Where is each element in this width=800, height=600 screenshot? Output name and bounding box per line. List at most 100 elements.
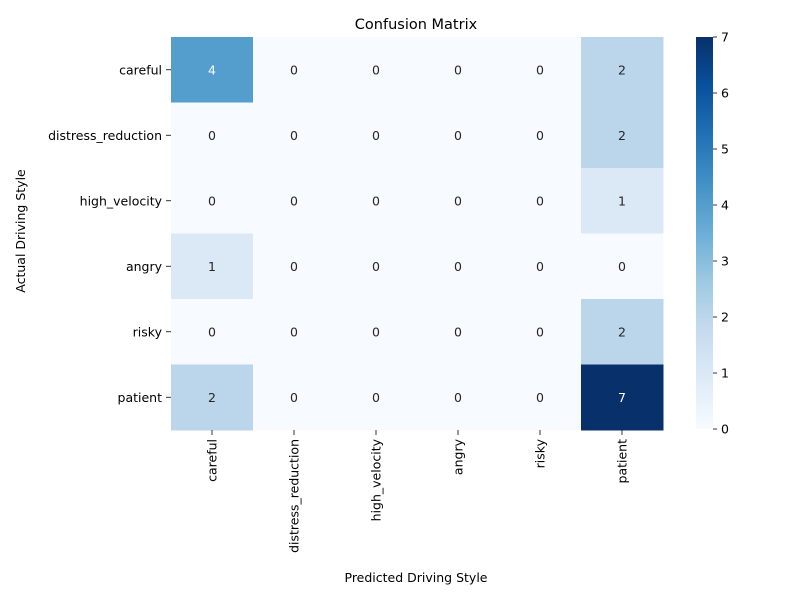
cell-value-label: 4 bbox=[208, 62, 216, 77]
cell-value-label: 0 bbox=[536, 128, 544, 143]
cell-value-label: 0 bbox=[536, 62, 544, 77]
cell-value-label: 0 bbox=[372, 390, 380, 405]
cell-value-label: 0 bbox=[454, 390, 462, 405]
cell-value-label: 0 bbox=[372, 259, 380, 274]
cell-value-label: 1 bbox=[208, 259, 216, 274]
colorbar-tick-label: 0 bbox=[721, 422, 729, 437]
cell-value-label: 0 bbox=[290, 62, 298, 77]
heatmap-cell bbox=[171, 168, 254, 234]
y-tick-label: distress_reduction bbox=[48, 128, 162, 143]
y-tick-label: patient bbox=[118, 390, 163, 405]
cell-value-label: 0 bbox=[372, 324, 380, 339]
x-tick-label: risky bbox=[533, 438, 548, 468]
heatmap-cell bbox=[253, 37, 336, 103]
heatmap-cell bbox=[499, 299, 582, 365]
y-axis: careful distress_reduction high_velocityan… bbox=[48, 62, 171, 405]
colorbar-tick-label: 1 bbox=[721, 366, 729, 381]
heatmap-cell bbox=[581, 233, 664, 300]
y-tick-label: high_velocity bbox=[80, 193, 163, 208]
colorbar-tick-label: 6 bbox=[721, 86, 729, 101]
heatmap-cell bbox=[335, 299, 418, 365]
cell-value-label: 0 bbox=[372, 193, 380, 208]
cell-value-label: 0 bbox=[372, 128, 380, 143]
cell-value-label: 0 bbox=[536, 193, 544, 208]
heatmap-cell bbox=[499, 168, 582, 234]
heatmap-cell-labels: 4 0 0 0 0 2 0 0 0 0 0 2 0 0 0 0 0 1 1 0 0 0 0 0 0 0 0 0 0 2 2 0 0 0 0 7 bbox=[208, 62, 626, 405]
y-tick-label: angry bbox=[126, 259, 163, 274]
cell-value-label: 0 bbox=[290, 390, 298, 405]
heatmap-cell bbox=[581, 299, 664, 365]
x-axis: careful distress_reduction high_velocity an… bbox=[205, 430, 630, 553]
y-tick-label: careful bbox=[119, 62, 162, 77]
cell-value-label: 0 bbox=[208, 324, 216, 339]
cell-value-label: 0 bbox=[290, 324, 298, 339]
heatmap-cell bbox=[171, 233, 254, 300]
heatmap-cell bbox=[499, 102, 582, 169]
cell-value-label: 0 bbox=[290, 193, 298, 208]
colorbar-tick-label: 2 bbox=[721, 310, 729, 325]
cell-value-label: 0 bbox=[536, 390, 544, 405]
colorbar-tick-label: 7 bbox=[721, 30, 729, 45]
heatmap-cell bbox=[417, 168, 500, 234]
heatmap-cell bbox=[253, 299, 336, 365]
chart-title: Confusion Matrix bbox=[355, 17, 478, 33]
heatmap-cell bbox=[253, 233, 336, 300]
cell-value-label: 2 bbox=[618, 62, 626, 77]
heatmap-cell bbox=[335, 37, 418, 103]
heatmap-cell bbox=[581, 168, 664, 234]
y-axis-title: Actual Driving Style bbox=[13, 169, 28, 293]
colorbar-tick-label: 3 bbox=[721, 254, 729, 269]
heatmap-cell bbox=[253, 102, 336, 169]
heatmap-cell bbox=[171, 299, 254, 365]
heatmap-cell bbox=[417, 299, 500, 365]
cell-value-label: 0 bbox=[290, 259, 298, 274]
heatmap-cell bbox=[335, 168, 418, 234]
y-tick-label: risky bbox=[133, 324, 163, 339]
heatmap-cell bbox=[253, 168, 336, 234]
cell-value-label: 0 bbox=[454, 324, 462, 339]
heatmap-cell bbox=[417, 37, 500, 103]
x-tick-label: angry bbox=[451, 438, 466, 475]
heatmap-cell bbox=[171, 102, 254, 169]
cell-value-label: 0 bbox=[454, 259, 462, 274]
heatmap-cell bbox=[499, 364, 582, 431]
heatmap-cell bbox=[499, 37, 582, 103]
heatmap-cell bbox=[581, 102, 664, 169]
heatmap-cell bbox=[171, 364, 254, 431]
heatmap-cell bbox=[581, 37, 664, 103]
x-tick-label: patient bbox=[615, 439, 630, 484]
cell-value-label: 0 bbox=[208, 128, 216, 143]
heatmap-cell bbox=[417, 364, 500, 431]
x-axis-title: Predicted Driving Style bbox=[345, 570, 488, 585]
cell-value-label: 0 bbox=[208, 193, 216, 208]
colorbar-tick-label: 4 bbox=[721, 198, 729, 213]
cell-value-label: 2 bbox=[618, 128, 626, 143]
cell-value-label: 0 bbox=[618, 259, 626, 274]
cell-value-label: 7 bbox=[618, 390, 626, 405]
cell-value-label: 0 bbox=[454, 128, 462, 143]
heatmap-cell bbox=[499, 233, 582, 300]
heatmap-cell bbox=[335, 364, 418, 431]
cell-value-label: 1 bbox=[618, 193, 626, 208]
cell-value-label: 0 bbox=[454, 193, 462, 208]
heatmap-cell bbox=[335, 102, 418, 169]
x-tick-label: high_velocity bbox=[369, 438, 384, 521]
x-tick-label: distress_reduction bbox=[287, 439, 302, 553]
cell-value-label: 0 bbox=[372, 62, 380, 77]
heatmap-cell bbox=[417, 102, 500, 169]
x-tick-label: careful bbox=[205, 439, 220, 482]
colorbar-tick-label: 5 bbox=[721, 142, 729, 157]
cell-value-label: 0 bbox=[290, 128, 298, 143]
heatmap-cell bbox=[171, 37, 254, 103]
heatmap-cell bbox=[581, 364, 664, 431]
cell-value-label: 0 bbox=[536, 259, 544, 274]
heatmap-cell bbox=[335, 233, 418, 300]
colorbar-ticks: 0 1 2 3 4 5 6 7 bbox=[713, 30, 729, 437]
cell-value-label: 2 bbox=[208, 390, 216, 405]
cell-value-label: 2 bbox=[618, 324, 626, 339]
heatmap-cell bbox=[417, 233, 500, 300]
colorbar bbox=[696, 37, 713, 429]
cell-value-label: 0 bbox=[454, 62, 462, 77]
cell-value-label: 0 bbox=[536, 324, 544, 339]
